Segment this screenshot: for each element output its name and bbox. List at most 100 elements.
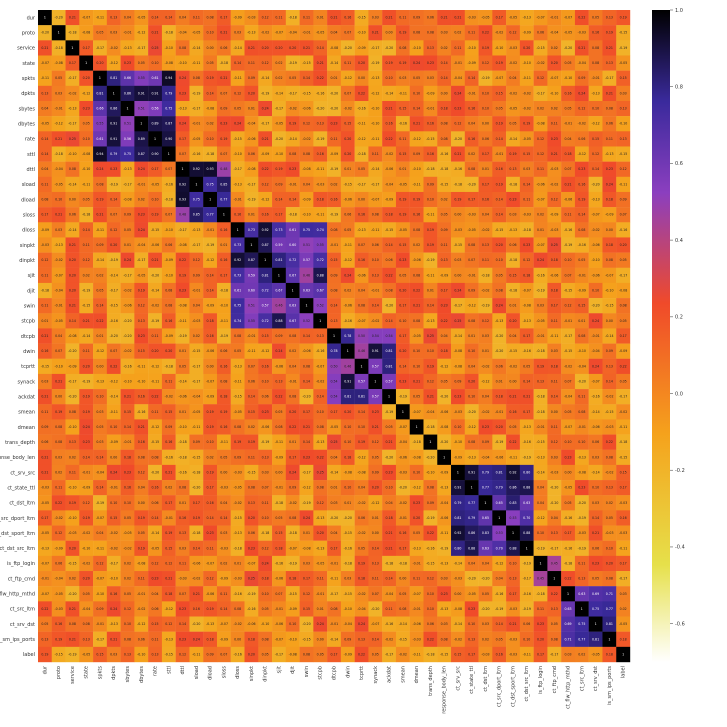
heatmap-cell: [175, 601, 190, 617]
heatmap-cell: [299, 601, 314, 617]
cell-value: 0.06: [248, 152, 255, 156]
cell-value: 0.04: [537, 486, 544, 490]
heatmap-cell: [464, 419, 479, 435]
cell-value: -0.02: [302, 137, 310, 141]
heatmap-cell: [93, 631, 108, 648]
cell-value: 0.10: [592, 107, 599, 111]
heatmap-cell: [258, 555, 273, 572]
cell-value: 0.05: [275, 410, 282, 414]
heatmap-cell: [588, 282, 603, 299]
heatmap-cell: [216, 252, 231, 268]
heatmap-cell: [244, 100, 259, 117]
cell-value: 1: [402, 410, 404, 414]
cell-value: -0.01: [123, 440, 131, 444]
cell-value: 0.03: [620, 592, 627, 596]
cell-value: 0.15: [110, 516, 117, 520]
heatmap-cell: [519, 404, 534, 420]
heatmap-cell: [519, 434, 534, 450]
cell-value: -0.05: [137, 16, 145, 20]
heatmap-cell: [547, 100, 562, 117]
heatmap-cell: [409, 389, 424, 405]
heatmap-cell: [189, 40, 204, 56]
cell-value: 0.86: [468, 531, 475, 535]
cell-value: 0.92: [509, 470, 516, 474]
heatmap-cell: [423, 161, 438, 177]
cell-value: -0.10: [82, 546, 90, 550]
cell-value: 0.03: [454, 258, 461, 262]
heatmap-cell: [313, 586, 328, 602]
row-label: dmean: [18, 425, 35, 431]
heatmap-cell: [437, 146, 452, 162]
heatmap-cell: [216, 480, 231, 496]
cell-value: 0.17: [220, 273, 227, 277]
heatmap-cell: [547, 555, 562, 572]
cell-value: 0.18: [606, 198, 613, 202]
cell-value: -0.20: [454, 137, 462, 141]
heatmap-cell: [478, 480, 493, 496]
cell-value: -0.11: [399, 91, 407, 95]
heatmap-cell: [313, 191, 328, 208]
heatmap-cell: [464, 343, 479, 359]
heatmap-cell: [106, 464, 121, 481]
heatmap-cell: [368, 586, 383, 602]
cell-value: -0.01: [468, 273, 476, 277]
cell-value: 0.10: [207, 440, 214, 444]
cell-value: -0.18: [206, 152, 214, 156]
cell-value: 0.12: [509, 31, 516, 35]
cell-value: -0.02: [82, 561, 90, 565]
cell-value: 0.03: [551, 349, 558, 353]
cell-value: 1: [567, 592, 569, 596]
heatmap-cell: [230, 85, 245, 102]
heatmap-cell: [51, 55, 66, 71]
heatmap-cell: [588, 404, 603, 420]
heatmap-cell: [120, 540, 135, 557]
cell-value: 0.88: [468, 546, 475, 550]
cell-value: -0.14: [454, 561, 462, 565]
cell-value: 0.22: [551, 592, 558, 596]
cell-value: 0.08: [578, 334, 585, 338]
heatmap-cell: [382, 464, 397, 481]
cell-value: 0.01: [248, 107, 255, 111]
cell-value: -0.17: [302, 470, 310, 474]
cell-value: 0.21: [413, 304, 420, 308]
cell-value: -0.19: [578, 546, 586, 550]
cell-value: 0.07: [275, 592, 282, 596]
heatmap-cell: [134, 40, 149, 56]
cell-value: 0.14: [592, 167, 599, 171]
heatmap-cell: [161, 631, 176, 648]
heatmap-cell: [120, 161, 135, 177]
heatmap-cell: [106, 631, 121, 648]
heatmap-cell: [533, 555, 548, 572]
row-label: label: [23, 652, 35, 658]
cell-value: -0.15: [234, 395, 242, 399]
cell-value: -0.04: [178, 31, 186, 35]
heatmap-cell: [38, 161, 52, 177]
cell-value: 0.05: [207, 61, 214, 65]
cell-value: 0.21: [606, 91, 613, 95]
heatmap-cell: [409, 85, 424, 102]
heatmap-cell: [423, 10, 438, 26]
heatmap-cell: [106, 40, 121, 56]
cell-value: 0.05: [413, 531, 420, 535]
heatmap-cell: [588, 146, 603, 162]
heatmap-cell: [175, 480, 190, 496]
cell-value: 0.21: [592, 531, 599, 535]
cell-value: 0.00: [454, 273, 461, 277]
cell-value: -0.17: [454, 304, 462, 308]
heatmap-cell: [51, 495, 66, 511]
heatmap-cell: [313, 131, 328, 147]
cell-value: -0.10: [165, 46, 173, 50]
cell-value: 0.67: [289, 319, 296, 323]
row-label: service: [17, 46, 35, 52]
cell-value: -0.01: [536, 425, 544, 429]
heatmap-cell: [51, 298, 66, 314]
cell-value: -0.14: [234, 46, 242, 50]
heatmap-cell: [161, 555, 176, 572]
cell-value: 0.07: [220, 152, 227, 156]
heatmap-cell: [120, 434, 135, 450]
heatmap-cell: [327, 555, 342, 572]
cell-value: 0.11: [317, 577, 324, 581]
cell-value: -0.16: [564, 546, 572, 550]
cell-value: -0.09: [454, 455, 462, 459]
heatmap-cell: [244, 434, 259, 450]
